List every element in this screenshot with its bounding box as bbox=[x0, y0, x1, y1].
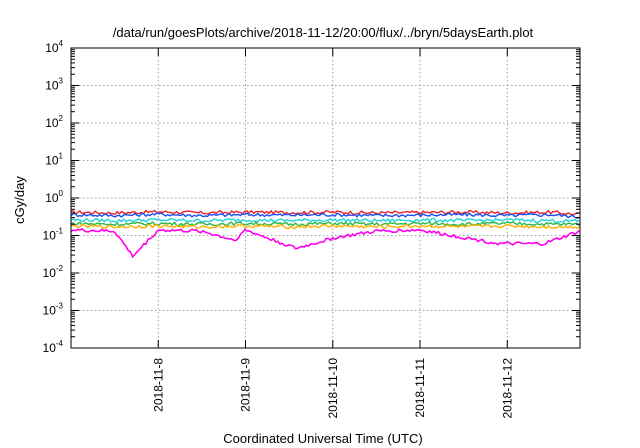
y-axis-label: cGy/day bbox=[12, 176, 27, 224]
y-tick-label: 10-3 bbox=[43, 302, 64, 318]
x-tick-label: 2018-11-11 bbox=[413, 358, 427, 418]
y-tick-label: 104 bbox=[45, 39, 63, 55]
chart-title: /data/run/goesPlots/archive/2018-11-12/2… bbox=[113, 25, 534, 40]
y-tick-label: 103 bbox=[45, 77, 63, 93]
x-tick-label: 2018-11-9 bbox=[239, 358, 253, 412]
y-tick-label: 10-4 bbox=[43, 339, 64, 355]
y-tick-label: 102 bbox=[45, 114, 63, 130]
series-layer bbox=[70, 209, 580, 258]
y-tick-label: 101 bbox=[45, 152, 63, 168]
x-tick-labels: 2018-11-8 2018-11-9 2018-11-10 2018-11-11 20… bbox=[151, 358, 514, 419]
series-line bbox=[71, 209, 580, 216]
y-tick-label: 10-1 bbox=[43, 227, 64, 243]
grid bbox=[71, 48, 580, 348]
series-line bbox=[70, 212, 580, 219]
series-line bbox=[70, 228, 580, 258]
x-tick-label: 2018-11-10 bbox=[326, 358, 340, 419]
x-tick-label: 2018-11-12 bbox=[500, 358, 514, 419]
y-tick-labels: 10-4 10-3 10-2 10-1 100 101 102 103 104 bbox=[43, 39, 64, 355]
y-tick-label: 100 bbox=[45, 189, 63, 205]
y-tick-label: 10-2 bbox=[43, 264, 64, 280]
series-line bbox=[70, 223, 580, 230]
x-axis-label: Coordinated Universal Time (UTC) bbox=[223, 431, 422, 446]
x-tick-label: 2018-11-8 bbox=[151, 358, 165, 412]
tick-marks bbox=[71, 47, 580, 349]
series-line bbox=[70, 217, 580, 224]
